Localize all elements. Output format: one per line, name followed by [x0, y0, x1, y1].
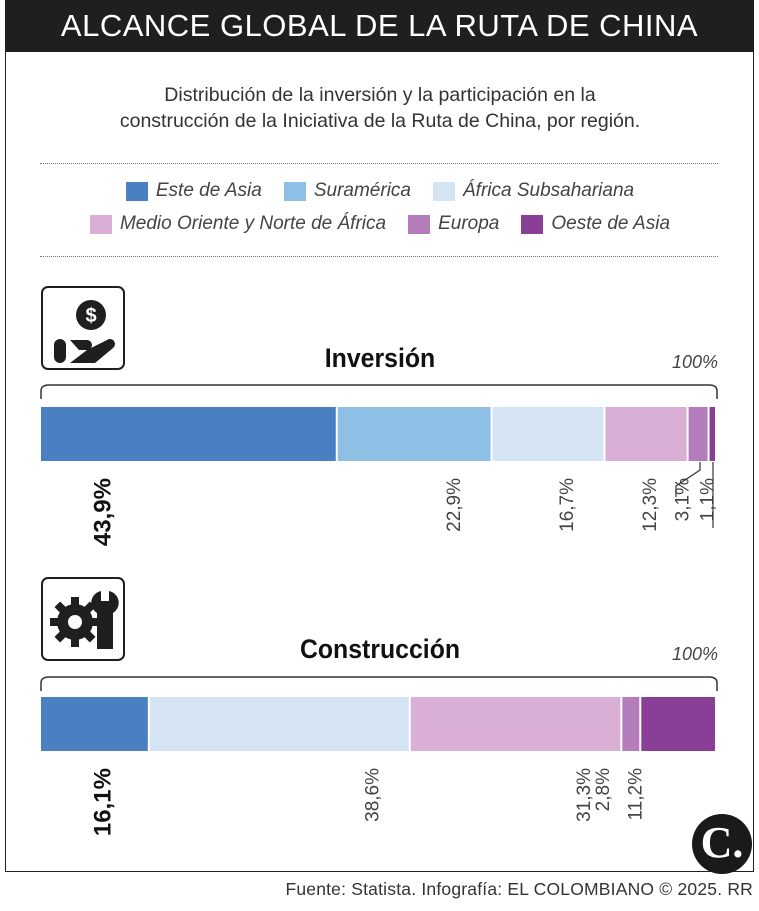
legend-item-oeste-de-asia: Oeste de Asia — [521, 213, 670, 235]
legend-item-africa-subsahariana: África Subsahariana — [433, 180, 634, 202]
data-label: 16,1% — [90, 768, 117, 836]
bar-segment — [641, 697, 715, 751]
money-hand-icon: $ — [41, 286, 125, 370]
investment-chart-title: Inversión — [324, 343, 436, 373]
subtitle-line-1: Distribución de la inversión y la partic… — [164, 84, 596, 106]
svg-text:$: $ — [85, 305, 96, 327]
bar-segment — [688, 407, 708, 461]
data-label: 38,6% — [362, 768, 383, 822]
divider — [40, 163, 718, 164]
legend-swatch — [89, 214, 112, 234]
divider — [40, 256, 718, 257]
investment-total-label: 100% — [671, 352, 718, 372]
bar-segment — [41, 407, 336, 461]
bar-segment — [605, 407, 687, 461]
bar-segment — [410, 697, 621, 751]
legend-item-medio-oriente: Medio Oriente y Norte de África — [89, 213, 387, 235]
legend-swatch — [125, 181, 148, 201]
legend-item-europa: Europa — [408, 213, 499, 235]
bar-segment — [622, 697, 640, 751]
data-label: 3,1% — [673, 478, 694, 521]
bar-segment — [149, 697, 409, 751]
legend-label: Este de Asia — [155, 180, 262, 201]
legend-item-este-de-asia: Este de Asia — [125, 180, 262, 202]
bar-segment — [492, 407, 604, 461]
subtitle-line-2: construcción de la Iniciativa de la Ruta… — [119, 110, 641, 132]
data-label: 16,7% — [557, 478, 578, 532]
source-credit: Fuente: Statista. Infografía: EL COLOMBI… — [285, 879, 753, 899]
subtitle: Distribución de la inversión y la partic… — [40, 82, 720, 134]
data-label: 1,1% — [698, 478, 719, 521]
data-label: 2,8% — [593, 768, 614, 811]
bar-segment — [337, 407, 491, 461]
legend-swatch — [283, 181, 306, 201]
construction-total-label: 100% — [671, 644, 718, 664]
legend-item-suramerica: Suramérica — [283, 180, 411, 202]
legend-label: África Subsahariana — [463, 180, 635, 201]
construction-chart-title: Construcción — [299, 634, 461, 664]
legend-row-1: Este de Asia Suramérica África Subsahari… — [40, 180, 720, 202]
legend-label: Suramérica — [313, 180, 411, 201]
legend-swatch — [521, 214, 544, 234]
total-bracket — [40, 384, 718, 399]
bar-segment — [709, 407, 715, 461]
data-label: 12,3% — [640, 478, 661, 532]
gear-wrench-icon — [41, 577, 125, 661]
data-label: 11,2% — [626, 768, 647, 821]
data-label: 22,9% — [444, 478, 465, 532]
label-connector — [675, 462, 701, 497]
total-bracket — [40, 676, 718, 691]
legend-swatch — [433, 181, 455, 201]
page-title: ALCANCE GLOBAL DE LA RUTA DE CHINA — [5, 0, 754, 52]
data-label: 31,3% — [574, 768, 595, 822]
legend-row-2: Medio Oriente y Norte de África Europa O… — [40, 213, 720, 235]
legend-label: Oeste de Asia — [551, 213, 671, 234]
el-colombiano-logo: C. — [692, 814, 752, 874]
bar-segment — [41, 697, 148, 751]
legend-label: Medio Oriente y Norte de África — [119, 213, 387, 234]
legend-label: Europa — [438, 213, 500, 234]
data-label: 43,9% — [90, 478, 117, 546]
legend-swatch — [408, 214, 431, 234]
